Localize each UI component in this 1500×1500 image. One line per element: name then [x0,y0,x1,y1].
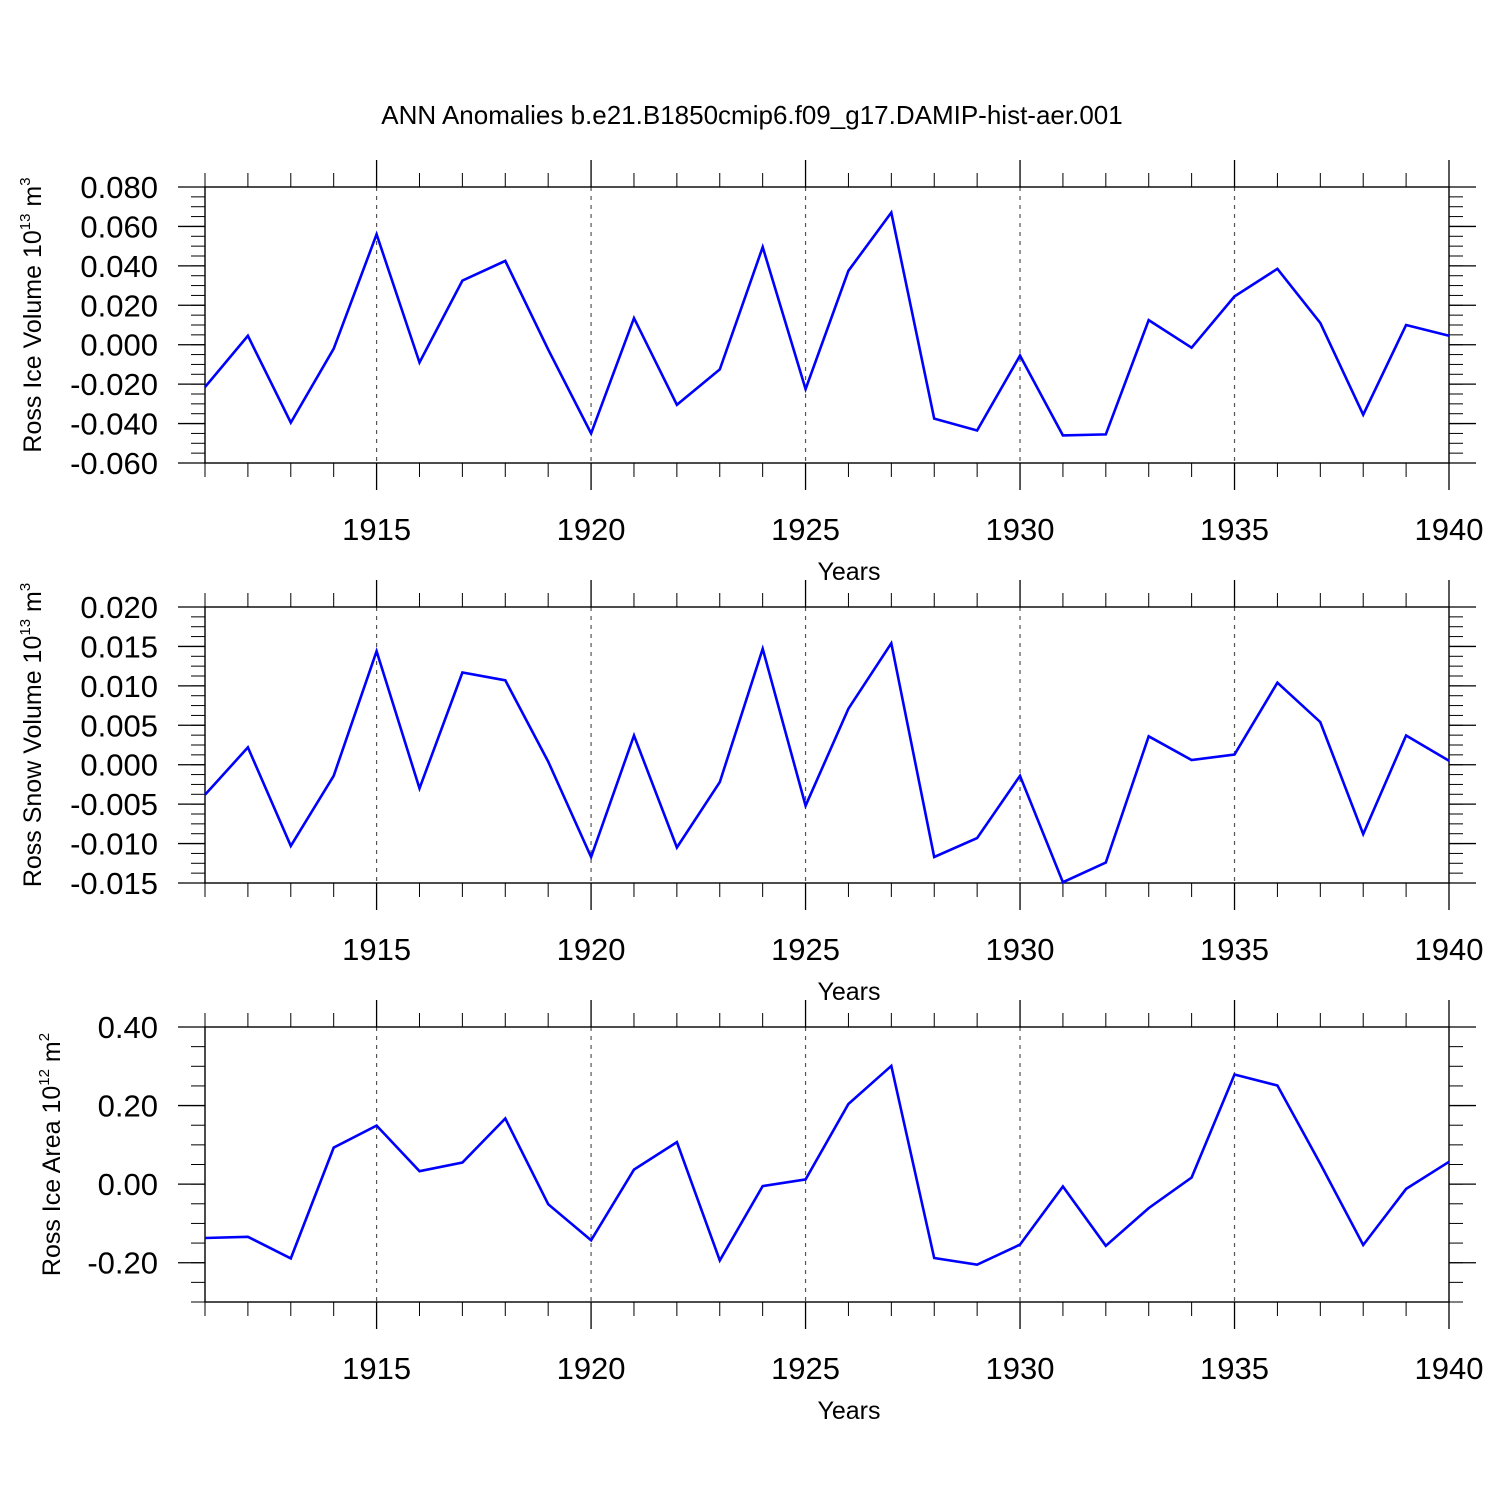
y-tick-label: -0.020 [70,367,158,402]
x-tick-label: 1940 [1415,512,1484,547]
y-tick-label: 0.020 [80,288,158,323]
x-tick-label: 1920 [557,932,626,967]
x-tick-label: 1930 [986,932,1055,967]
x-tick-label: 1935 [1200,1351,1269,1386]
y-axis-label-unit-exponent: 3 [17,583,34,591]
plot-frame [204,606,1450,884]
series-line [204,639,1450,884]
y-tick-label: 0.010 [80,669,158,704]
y-axis-label-exponent: 13 [17,214,34,231]
y-tick-label: 0.20 [98,1089,158,1124]
chart-title: ANN Anomalies b.e21.B1850cmip6.f09_g17.D… [381,100,1122,130]
panel-ross-ice-area: -0.20 0.00 0.20 0.40 1915 1920 1925 1930 1935 194… [36,1000,1483,1425]
plot-frame [204,1026,1450,1303]
y-tick-label: 0.005 [80,708,158,743]
y-tick-label: 0.40 [98,1010,158,1045]
y-axis-label-unit: m [38,1041,66,1069]
y-tick-label: -0.060 [70,446,158,481]
y-tick-label: 0.015 [80,629,158,664]
y-axis-label-unit: m [19,186,47,214]
y-axis-label-exponent: 13 [17,619,34,636]
x-axis-label: Years [817,558,880,586]
plot-frame [204,186,1450,464]
y-tick-label: -0.010 [70,827,158,862]
y-axis-label: Ross Snow Volume 1013 m3 [17,583,47,887]
y-tick-label: 0.020 [80,590,158,625]
y-tick-label: 0.00 [98,1167,158,1202]
x-tick-label: 1930 [986,512,1055,547]
x-tick-label: 1930 [986,1351,1055,1386]
x-axis-label: Years [817,978,880,1006]
y-axis-label-text: Ross Ice Volume 10 [19,230,47,452]
y-axis-label: Ross Ice Volume 1013 m3 [17,177,47,452]
series-line [204,1063,1450,1267]
y-tick-label: 0.000 [80,748,158,783]
x-tick-label: 1940 [1415,1351,1484,1386]
x-tick-label: 1920 [557,1351,626,1386]
x-tick-label: 1940 [1415,932,1484,967]
y-tick-label: -0.005 [70,787,158,822]
x-tick-label: 1935 [1200,512,1269,547]
x-axis-label: Years [817,1397,880,1425]
x-tick-label: 1925 [771,512,840,547]
x-tick-label: 1935 [1200,932,1269,967]
y-tick-label: 0.060 [80,209,158,244]
y-axis-label-unit-exponent: 3 [17,177,34,185]
x-tick-label: 1915 [342,932,411,967]
panel-ross-snow-volume: -0.015 -0.010 -0.005 0.000 0.005 0.010 0.015 0.… [17,580,1483,1006]
y-axis-label-text: Ross Snow Volume 10 [19,636,47,888]
y-tick-label: -0.015 [70,866,158,901]
x-tick-label: 1925 [771,1351,840,1386]
series-line [204,209,1450,437]
y-axis-label-exponent: 12 [36,1069,53,1086]
y-tick-label: 0.000 [80,328,158,363]
x-tick-label: 1915 [342,1351,411,1386]
y-tick-label: 0.080 [80,170,158,205]
x-tick-label: 1925 [771,932,840,967]
y-axis-label-unit: m [19,591,47,619]
y-axis-label-text: Ross Ice Area 10 [38,1086,66,1276]
y-axis-label-unit-exponent: 2 [36,1033,53,1041]
y-axis-label: Ross Ice Area 1012 m2 [36,1033,66,1276]
y-tick-label: -0.20 [87,1246,158,1281]
panel-ross-ice-volume: -0.060 -0.040 -0.020 0.000 0.020 0.040 0.060 0.… [17,160,1483,586]
y-tick-label: 0.040 [80,249,158,284]
x-tick-label: 1915 [342,512,411,547]
y-tick-label: -0.040 [70,407,158,442]
x-tick-label: 1920 [557,512,626,547]
